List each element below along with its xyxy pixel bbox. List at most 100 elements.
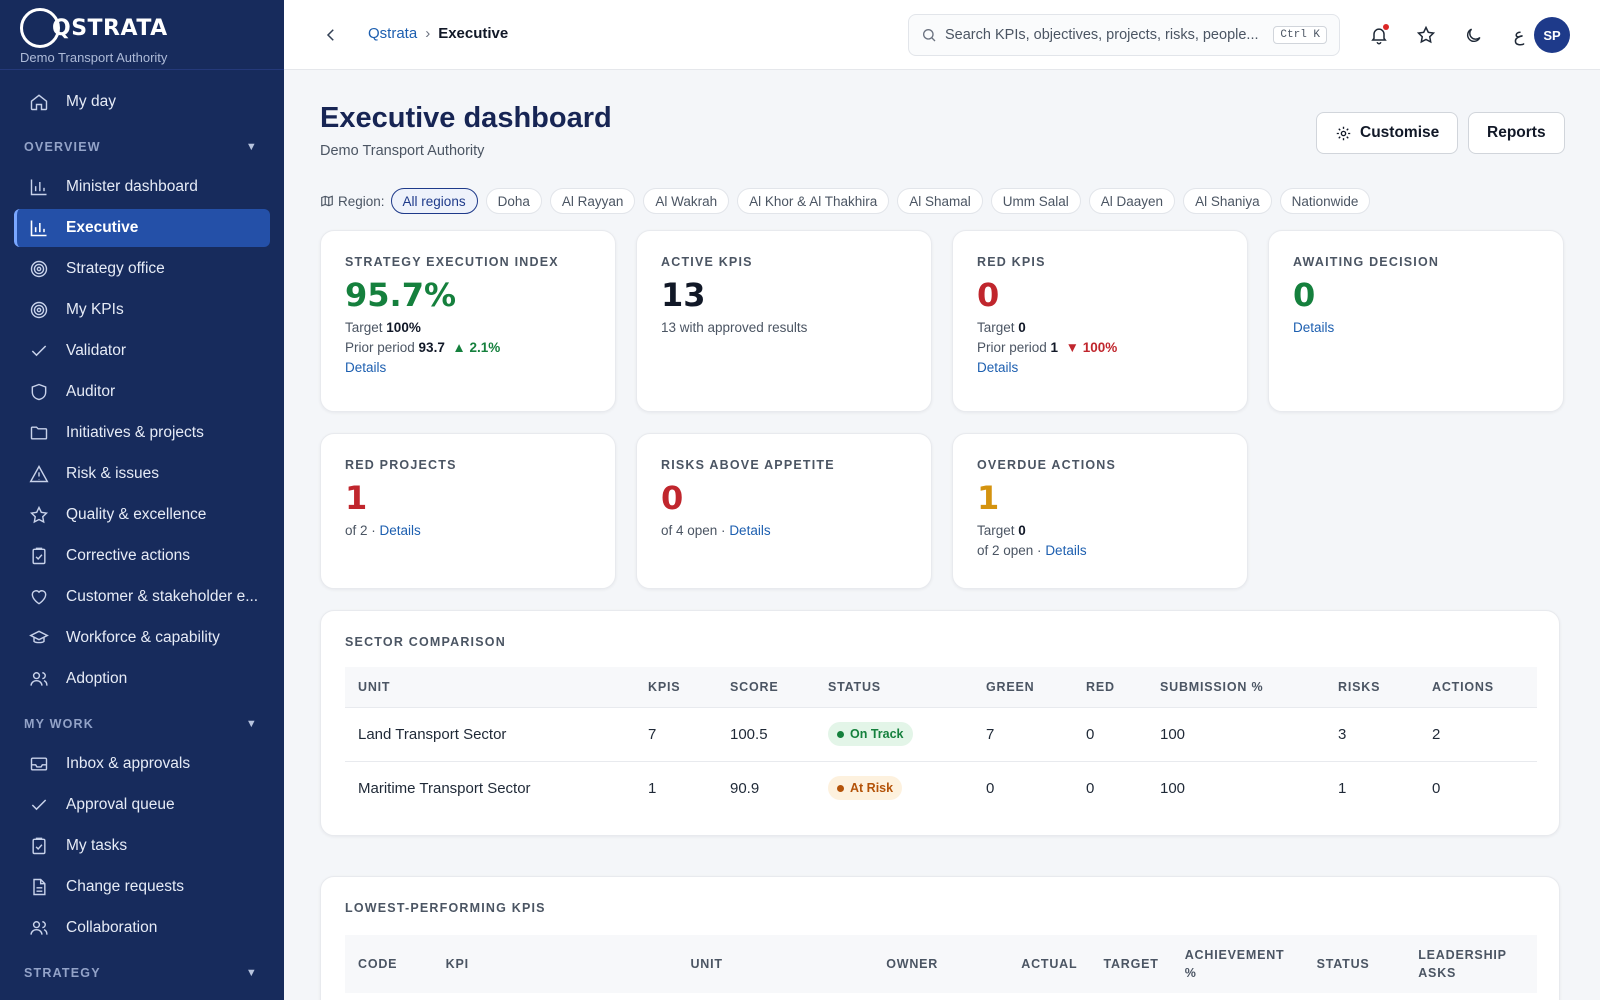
sidebar-item-auditor[interactable]: Auditor xyxy=(14,373,270,411)
sidebar-item-minister-dashboard[interactable]: Minister dashboard xyxy=(14,168,270,206)
region-chip-nationwide[interactable]: Nationwide xyxy=(1279,188,1371,214)
sidebar-item-my-tasks[interactable]: My tasks xyxy=(14,827,270,865)
table-row[interactable]: Land Transport Sector 7 100.5 On Track 7… xyxy=(345,706,1537,761)
details-link[interactable]: Details xyxy=(1045,543,1087,558)
sidebar-item-my-day[interactable]: My day xyxy=(14,83,270,121)
sidebar-item-strategy-office[interactable]: Strategy office xyxy=(14,250,270,288)
cell-submission: 100 xyxy=(1147,706,1325,761)
details-link[interactable]: Details xyxy=(345,360,387,375)
prior-text: Prior period xyxy=(977,340,1047,355)
kpi-value: 0 xyxy=(977,276,1000,314)
sector-comparison-card: SECTOR COMPARISON UNIT KPIS SCORE STATUS… xyxy=(320,610,1560,836)
sidebar-item-label: My tasks xyxy=(66,837,128,854)
sidebar-item-initiatives-projects[interactable]: Initiatives & projects xyxy=(14,414,270,452)
sidebar-item-risk-issues[interactable]: Risk & issues xyxy=(14,455,270,493)
region-chip-al-shamal[interactable]: Al Shamal xyxy=(897,188,983,214)
sidebar-item-customer-stakeholder[interactable]: Customer & stakeholder e... xyxy=(14,578,270,616)
sidebar-item-label: My day xyxy=(66,93,116,110)
search-input[interactable] xyxy=(945,27,1274,43)
sidebar-item-quality-excellence[interactable]: Quality & excellence xyxy=(14,496,270,534)
column-header: KPIS xyxy=(635,667,717,707)
warning-icon xyxy=(28,463,50,485)
user-avatar[interactable]: SP xyxy=(1534,17,1570,53)
sidebar-item-approval-queue[interactable]: Approval queue xyxy=(14,786,270,824)
customise-button[interactable]: Customise xyxy=(1316,112,1459,154)
region-chip-doha[interactable]: Doha xyxy=(485,188,542,214)
kpi-card-overdue-actions: OVERDUE ACTIONS 1 Target 0 of 2 open · D… xyxy=(952,433,1248,589)
notification-dot xyxy=(1383,24,1389,30)
status-dot-icon xyxy=(837,784,844,792)
sidebar-item-change-requests[interactable]: Change requests xyxy=(14,868,270,906)
sidebar-item-label: Workforce & capability xyxy=(66,629,220,646)
notifications-bell-icon[interactable] xyxy=(1366,22,1392,48)
status-dot-icon xyxy=(837,730,844,738)
sidebar-item-adoption[interactable]: Adoption xyxy=(14,660,270,698)
document-icon xyxy=(28,876,50,898)
region-chip-al-rayyan[interactable]: Al Rayyan xyxy=(549,188,636,214)
sidebar-item-inbox-approvals[interactable]: Inbox & approvals xyxy=(14,745,270,783)
search-icon xyxy=(921,27,937,43)
delta-value: 2.1% xyxy=(469,340,501,355)
sidebar-item-label: Corrective actions xyxy=(66,547,191,564)
region-filter: Region: All regions Doha Al Rayyan Al Wa… xyxy=(320,188,1378,214)
column-header: UNIT xyxy=(677,935,874,993)
table-row[interactable]: Maritime Transport Sector 1 90.9 At Risk… xyxy=(345,760,1537,815)
column-header: LEADERSHIP ASKS xyxy=(1405,935,1537,993)
dark-mode-moon-icon[interactable] xyxy=(1460,22,1486,48)
gear-icon xyxy=(1335,125,1352,142)
status-text: At Risk xyxy=(850,781,894,796)
global-search[interactable]: Ctrl K xyxy=(908,14,1340,56)
kpi-card-active-kpis: ACTIVE KPIS 13 13 with approved results xyxy=(636,230,932,412)
cell-risks: 1 xyxy=(1325,760,1419,815)
sidebar-item-corrective-actions[interactable]: Corrective actions xyxy=(14,537,270,575)
column-header: STATUS xyxy=(1303,935,1406,993)
region-filter-label: Region: xyxy=(320,194,385,209)
cell-unit: Maritime Transport Sector xyxy=(345,760,635,815)
target-icon xyxy=(28,299,50,321)
sidebar-item-label: Collaboration xyxy=(66,919,158,936)
table-header-row: CODE KPI UNIT OWNER ACTUAL TARGET ACHIEV… xyxy=(345,935,1537,993)
sidebar-item-label: Executive xyxy=(66,219,139,236)
details-link[interactable]: Details xyxy=(977,360,1019,375)
kpi-target-line: Target 100% xyxy=(345,320,591,335)
column-header: RED xyxy=(1073,667,1147,707)
language-toggle-button[interactable]: ع xyxy=(1513,24,1525,46)
sidebar-item-executive[interactable]: Executive xyxy=(14,209,270,247)
back-arrow-icon[interactable] xyxy=(320,24,342,46)
of-text: of 2 · xyxy=(345,523,376,538)
kpi-value: 13 xyxy=(661,276,706,314)
lowest-performing-kpis-card: LOWEST-PERFORMING KPIS CODE KPI UNIT OWN… xyxy=(320,876,1560,1000)
sidebar-item-workforce-capability[interactable]: Workforce & capability xyxy=(14,619,270,657)
region-chip-umm-salal[interactable]: Umm Salal xyxy=(990,188,1081,214)
column-header: ACTIONS xyxy=(1419,667,1537,707)
section-strategy-toggle[interactable]: STRATEGY ▼ xyxy=(0,955,284,991)
region-chip-al-khor[interactable]: Al Khor & Al Thakhira xyxy=(737,188,890,214)
section-overview-toggle[interactable]: OVERVIEW ▼ xyxy=(0,129,284,165)
delta-value: 100% xyxy=(1082,340,1118,355)
reports-button[interactable]: Reports xyxy=(1468,112,1565,154)
section-title: SECTOR COMPARISON xyxy=(345,635,506,649)
sidebar-item-validator[interactable]: Validator xyxy=(14,332,270,370)
kpi-value: 0 xyxy=(661,479,684,517)
kpi-label: OVERDUE ACTIONS xyxy=(977,458,1117,472)
cell-status: On Track xyxy=(815,706,973,761)
logo[interactable]: QSTRATA xyxy=(20,8,264,48)
sidebar-item-my-kpis[interactable]: My KPIs xyxy=(14,291,270,329)
graduation-cap-icon xyxy=(28,627,50,649)
region-chip-al-shaniya[interactable]: Al Shaniya xyxy=(1183,188,1272,214)
section-title: OVERVIEW xyxy=(24,140,101,154)
details-link[interactable]: Details xyxy=(729,523,771,538)
sidebar-item-collaboration[interactable]: Collaboration xyxy=(14,909,270,947)
section-my-work-toggle[interactable]: MY WORK ▼ xyxy=(0,706,284,742)
region-chip-al-daayen[interactable]: Al Daayen xyxy=(1088,188,1176,214)
details-link[interactable]: Details xyxy=(379,523,421,538)
favorites-star-icon[interactable] xyxy=(1413,22,1439,48)
details-link[interactable]: Details xyxy=(1293,320,1335,335)
column-header: SCORE xyxy=(717,667,815,707)
breadcrumb-root-link[interactable]: Qstrata xyxy=(368,25,418,42)
check-icon xyxy=(28,340,50,362)
region-chip-al-wakrah[interactable]: Al Wakrah xyxy=(643,188,730,214)
cell-red: 0 xyxy=(1073,706,1147,761)
column-header: TARGET xyxy=(1090,935,1172,993)
region-chip-all[interactable]: All regions xyxy=(390,188,478,214)
